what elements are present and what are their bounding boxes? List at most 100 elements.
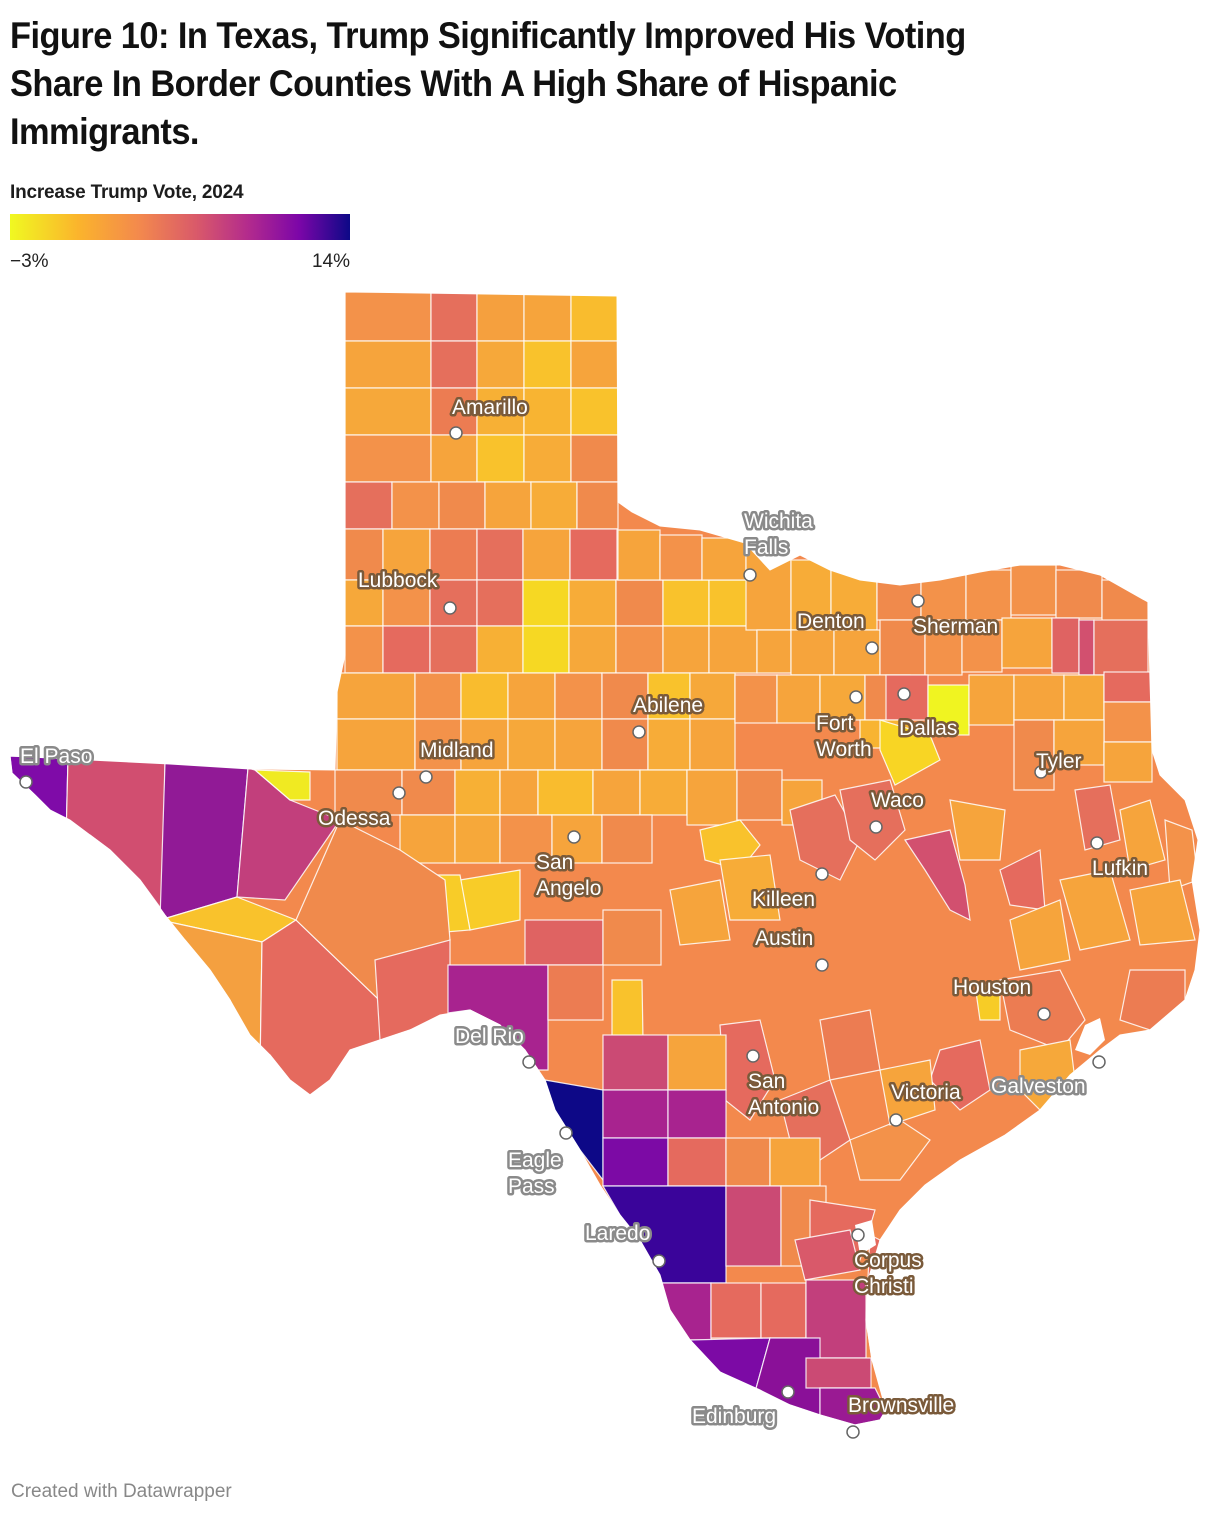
city-label: Austin [755, 927, 813, 950]
city-dot-icon [743, 568, 757, 582]
city-label: Tyler [1036, 750, 1082, 773]
city-label: San [536, 851, 573, 874]
city-dot-icon [443, 601, 457, 615]
city-wichita-falls: Wichita Falls [742, 508, 816, 582]
legend-max-label: 14% [311, 251, 350, 272]
city-del-rio: Del Rio [453, 1023, 536, 1069]
legend-gradient-bar [10, 214, 350, 240]
city-label: Lufkin [1092, 857, 1148, 880]
city-houston: Houston [951, 974, 1051, 1021]
title-line-2: Share In Border Counties With A High Sha… [10, 63, 897, 104]
city-dot-icon [851, 1228, 865, 1242]
city-label: Abilene [633, 694, 703, 717]
city-dot-icon [897, 687, 911, 701]
city-label: Edinburg [692, 1405, 776, 1428]
texas-county-map: Amarillo Wichita Falls Lubbock Denton Sherman… [9, 291, 1201, 1439]
city-dot-icon [1037, 1007, 1051, 1021]
city-label: Falls [744, 536, 788, 559]
city-label: El Paso [20, 745, 92, 768]
city-dot-icon [781, 1385, 795, 1399]
city-dot-icon [392, 786, 406, 800]
city-dot-icon [815, 958, 829, 972]
city-dot-icon [846, 1425, 860, 1439]
city-label: Galveston [991, 1075, 1086, 1098]
title-line-1: Figure 10: In Texas, Trump Significantly… [10, 15, 966, 56]
city-lubbock: Lubbock [356, 567, 457, 615]
counties-layer [10, 292, 1200, 1425]
city-dot-icon [869, 820, 883, 834]
city-laredo: Laredo [583, 1220, 666, 1268]
city-dallas: Dallas [897, 687, 960, 743]
north-central-counties [617, 529, 1153, 791]
city-dot-icon [449, 426, 463, 440]
city-victoria: Victoria [889, 1079, 963, 1127]
city-label: Wichita [744, 510, 813, 533]
city-label: Odessa [318, 807, 391, 830]
city-san-angelo: San Angelo [534, 830, 604, 903]
west-texas-counties [10, 755, 549, 1096]
galveston-bay [1075, 1018, 1105, 1055]
city-label: Del Rio [455, 1025, 524, 1048]
city-label: Eagle [508, 1149, 562, 1172]
city-galveston: Galveston [989, 1055, 1106, 1101]
legend-min-label: −3% [10, 251, 49, 272]
city-el-paso: El Paso [18, 743, 95, 789]
city-label: Midland [420, 739, 494, 762]
city-brownsville: Brownsville [846, 1392, 957, 1439]
city-label: Victoria [891, 1081, 961, 1104]
city-label: Lubbock [358, 569, 438, 592]
title-line-3: Immigrants. [10, 111, 199, 152]
city-label: Pass [508, 1175, 555, 1198]
city-label: Worth [816, 738, 872, 761]
city-label: Dallas [899, 717, 957, 740]
figure-title: Figure 10: In Texas, Trump Significantly… [10, 12, 1126, 156]
city-label: Amarillo [452, 396, 528, 419]
panhandle-counties [334, 292, 758, 864]
central-counties [399, 769, 1199, 1161]
city-markers: Amarillo Wichita Falls Lubbock Denton Sherman… [18, 394, 1151, 1439]
city-tyler: Tyler [1034, 748, 1084, 779]
city-dot-icon [1092, 1055, 1106, 1069]
city-odessa: Odessa [316, 786, 406, 833]
city-eagle-pass: Eagle Pass [506, 1126, 573, 1201]
city-label: San [748, 1070, 785, 1093]
city-label: Killeen [752, 888, 815, 911]
city-dot-icon [911, 594, 925, 608]
city-label: Sherman [913, 615, 998, 638]
city-abilene: Abilene [631, 692, 706, 739]
south-texas-counties [544, 964, 936, 1425]
city-label: Corpus [854, 1249, 922, 1272]
city-austin: Austin [753, 925, 829, 972]
city-label: Laredo [585, 1222, 650, 1245]
city-corpus-christi: Corpus Christi [851, 1228, 924, 1301]
city-edinburg: Edinburg [690, 1385, 795, 1431]
city-dot-icon [632, 725, 646, 739]
city-dot-icon [815, 867, 829, 881]
city-label: Fort [816, 712, 854, 735]
city-denton: Denton [795, 608, 879, 655]
city-dot-icon [419, 770, 433, 784]
city-dot-icon [865, 641, 879, 655]
city-label: Angelo [536, 877, 601, 900]
city-fort-worth: Fort Worth [814, 690, 874, 764]
city-killeen: Killeen [750, 867, 829, 914]
city-dot-icon [652, 1254, 666, 1268]
city-dot-icon [889, 1113, 903, 1127]
city-dot-icon [19, 775, 33, 789]
city-label: Houston [953, 976, 1031, 999]
city-dot-icon [1090, 836, 1104, 850]
city-label: Denton [797, 610, 865, 633]
city-dot-icon [746, 1049, 760, 1063]
city-sherman: Sherman [911, 594, 1001, 641]
city-label: Brownsville [848, 1394, 954, 1417]
city-san-antonio: San Antonio [746, 1049, 822, 1122]
city-lufkin: Lufkin [1090, 836, 1151, 883]
city-dot-icon [1034, 765, 1048, 779]
color-legend: Increase Trump Vote, 2024 −3% 14% [10, 182, 350, 273]
city-dot-icon [567, 830, 581, 844]
city-dot-icon [849, 690, 863, 704]
city-label: Antonio [748, 1096, 819, 1119]
legend-title: Increase Trump Vote, 2024 [10, 182, 244, 203]
city-label: Christi [854, 1275, 914, 1298]
city-label: Waco [871, 789, 924, 812]
